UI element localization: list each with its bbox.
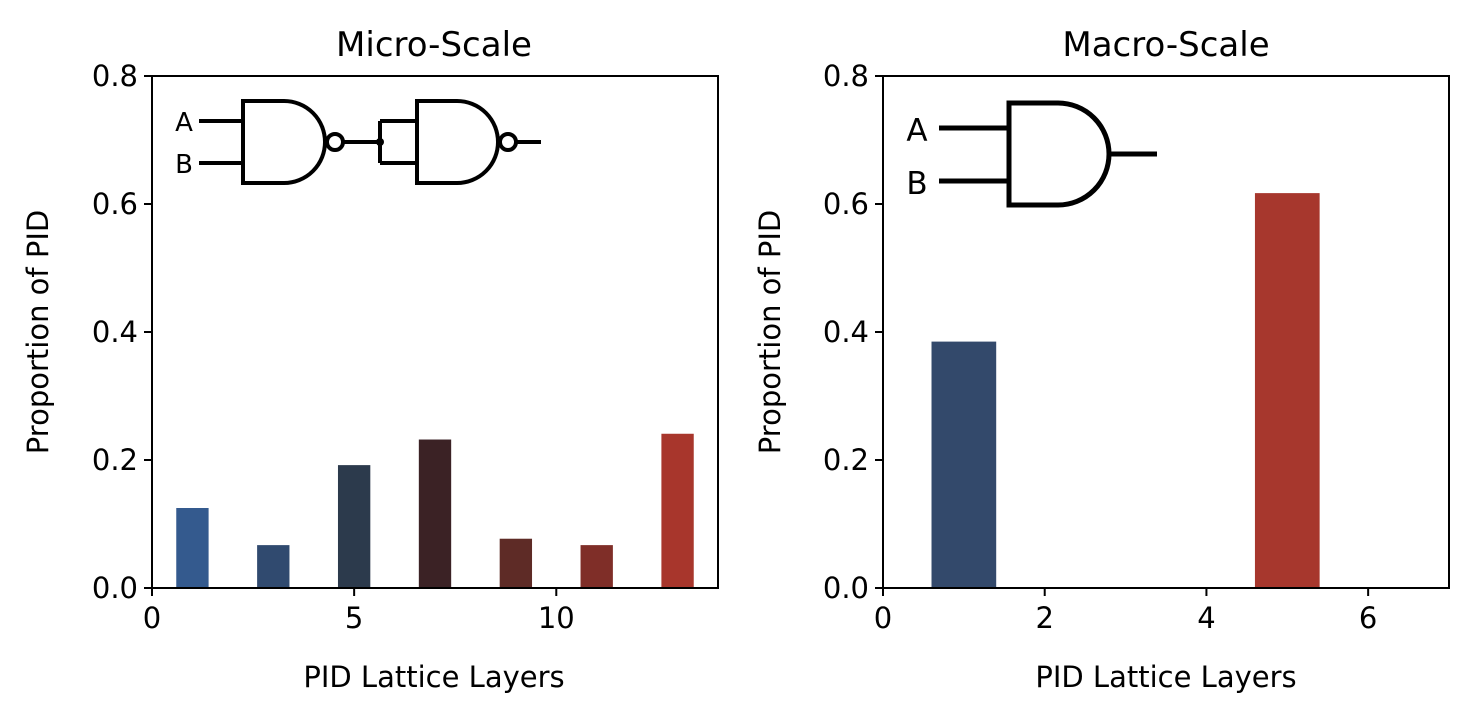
bar (257, 545, 290, 588)
x-axis-label: PID Lattice Layers (303, 660, 564, 694)
x-axis-label: PID Lattice Layers (1035, 660, 1296, 694)
bar (337, 465, 371, 588)
nand-gate-2-bubble (498, 132, 518, 152)
nand-gate-1-bubble (325, 132, 345, 152)
input-a-label: A (175, 108, 193, 138)
x-tick-label: 2 (1035, 601, 1053, 635)
y-axis-ticks: 0.0 0.2 0.4 0.6 0.8 (823, 59, 883, 605)
bar (499, 538, 533, 588)
nand-gate-2-icon (415, 99, 500, 185)
y-tick-label: 0.8 (823, 59, 869, 93)
bar (661, 433, 694, 588)
x-tick-label: 0 (874, 601, 892, 635)
x-tick-label: 4 (1197, 601, 1215, 635)
y-tick-label: 0.8 (92, 59, 138, 93)
y-tick-label: 0.0 (823, 571, 869, 605)
x-tick-label: 6 (1359, 601, 1377, 635)
micro-scale-panel: Micro-Scale 0 5 10 0.0 0.2 0.4 0.6 0.8 PID Lat… (21, 25, 719, 694)
x-tick-label: 0 (143, 601, 161, 635)
y-axis-label: Proportion of PID (753, 210, 787, 454)
input-a-label: A (906, 113, 927, 149)
bar (418, 439, 452, 588)
bar (176, 508, 209, 588)
bar-group (931, 193, 1320, 588)
y-tick-label: 0.6 (92, 187, 138, 221)
and-gate-icon (1006, 100, 1112, 208)
y-axis-ticks: 0.0 0.2 0.4 0.6 0.8 (92, 59, 152, 605)
bar (931, 341, 997, 588)
nand-gate-1-icon (241, 99, 327, 185)
y-tick-label: 0.2 (823, 443, 869, 477)
and-gate-inset (939, 100, 1157, 208)
y-tick-label: 0.2 (92, 443, 138, 477)
nand-gates-inset (199, 99, 541, 185)
input-b-label: B (906, 166, 927, 202)
bar (580, 545, 613, 588)
y-tick-label: 0.4 (823, 315, 869, 349)
macro-scale-panel: Macro-Scale 0 2 4 6 0.0 0.2 0.4 0.6 0.8 PID Lat… (753, 25, 1450, 694)
chart-title: Macro-Scale (1062, 25, 1269, 65)
y-axis-label: Proportion of PID (21, 210, 55, 454)
bar (1254, 193, 1320, 588)
y-tick-label: 0.0 (92, 571, 138, 605)
input-b-label: B (175, 150, 193, 180)
bar-group (176, 433, 694, 588)
x-axis-ticks: 0 5 10 (143, 588, 575, 635)
x-tick-label: 10 (538, 601, 575, 635)
x-axis-ticks: 0 2 4 6 (874, 588, 1377, 635)
y-tick-label: 0.6 (823, 187, 869, 221)
chart-title: Micro-Scale (336, 25, 532, 65)
y-tick-label: 0.4 (92, 315, 138, 349)
x-tick-label: 5 (345, 601, 363, 635)
